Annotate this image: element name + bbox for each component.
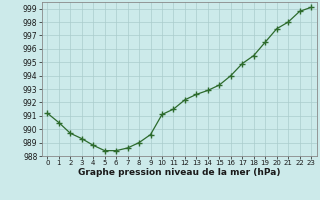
X-axis label: Graphe pression niveau de la mer (hPa): Graphe pression niveau de la mer (hPa) bbox=[78, 168, 280, 177]
